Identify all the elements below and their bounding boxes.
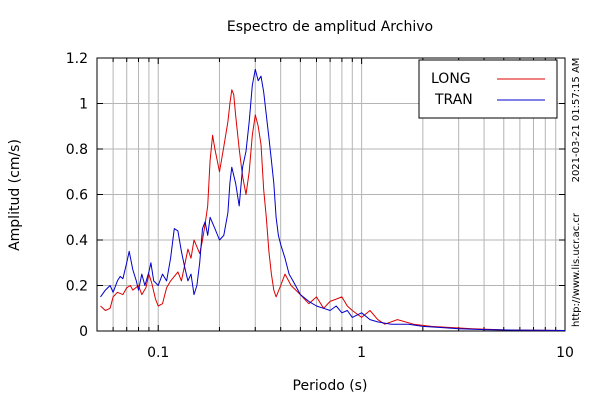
y-tick-label: 0.4 [66, 233, 88, 249]
source-url-text: http://www.lis.ucr.ac.cr [571, 212, 582, 327]
y-tick-label: 0.2 [66, 279, 88, 295]
x-tick-label: 10 [556, 345, 574, 361]
series-lines [100, 68, 566, 331]
series-line-long [100, 89, 566, 331]
y-tick-label: 1 [79, 97, 88, 113]
y-tick-label: 0.6 [66, 188, 88, 204]
legend-box [418, 59, 558, 119]
legend-entry-long: LONG [431, 71, 471, 87]
legend-entry-tran: TRAN [434, 92, 473, 108]
chart-title: Espectro de amplitud Archivo [227, 19, 433, 35]
y-tick-label: 1.2 [66, 51, 88, 67]
series-line-tran [100, 68, 566, 331]
axis-ticks: 0 0.2 0.4 0.6 0.8 1 1.2 0.1 1 10 [66, 51, 574, 361]
x-tick-label: 0.1 [147, 345, 169, 361]
x-tick-label: 1 [357, 345, 366, 361]
y-axis-title: Amplitud (cm/s) [7, 139, 23, 251]
y-tick-label: 0 [79, 324, 88, 340]
y-tick-label: 0.8 [66, 142, 88, 158]
legend: LONG TRAN [418, 59, 558, 119]
x-axis-title: Periodo (s) [293, 378, 368, 394]
timestamp-text: 2021-03-21 01:57:15 AM [571, 58, 582, 183]
